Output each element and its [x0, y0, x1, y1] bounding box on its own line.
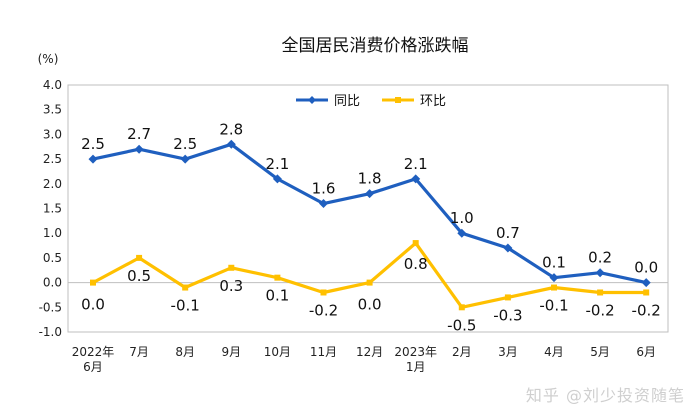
y-tick-label: 2.5 [43, 152, 62, 166]
x-tick-label: 5月 [590, 345, 610, 359]
data-label: 1.0 [450, 209, 474, 227]
legend-label: 环比 [420, 94, 446, 109]
data-label: 0.5 [127, 267, 151, 285]
legend-marker [395, 97, 401, 103]
data-label: -0.2 [632, 301, 661, 319]
data-point [319, 199, 328, 209]
y-tick-label: 0.5 [43, 251, 62, 265]
legend-marker [308, 96, 316, 104]
y-tick-label: 1.0 [43, 226, 62, 240]
data-point [366, 279, 373, 286]
data-label: 2.1 [265, 155, 289, 173]
data-point [90, 279, 96, 286]
data-point [597, 289, 604, 296]
x-tick-label: 9月 [221, 345, 241, 359]
data-point [180, 154, 190, 164]
data-point [549, 273, 559, 283]
y-tick-label: 4.0 [43, 78, 62, 92]
data-point [595, 268, 605, 278]
data-point [320, 289, 327, 296]
data-point [504, 294, 511, 301]
data-label: -0.1 [539, 297, 568, 315]
data-label: 1.8 [358, 170, 382, 188]
x-tick-label: 2月 [452, 345, 472, 359]
data-label: 1.6 [312, 180, 336, 198]
data-label: -0.3 [493, 306, 522, 324]
x-tick-label: 1月 [406, 360, 426, 374]
x-tick-label: 4月 [544, 345, 564, 359]
x-tick-label: 12月 [356, 345, 383, 359]
x-tick-label: 11月 [310, 345, 337, 359]
data-point [226, 139, 236, 149]
data-point [182, 284, 189, 291]
data-label: 2.5 [173, 135, 197, 153]
data-label: -0.2 [309, 301, 338, 319]
data-label: -0.1 [171, 297, 200, 315]
data-point [412, 240, 419, 247]
watermark: 知乎 @刘少投资随笔 [525, 386, 685, 405]
data-label: 2.5 [81, 135, 105, 153]
y-tick-label: 0.0 [43, 276, 62, 290]
y-axis-unit: (%) [38, 52, 59, 66]
chart-title: 全国居民消费价格涨跌幅 [282, 36, 469, 56]
x-tick-label: 6月 [83, 360, 103, 374]
data-point [365, 189, 375, 199]
data-point [458, 304, 465, 311]
data-label: 2.1 [404, 155, 428, 173]
y-tick-label: 3.5 [43, 103, 62, 117]
x-tick-label: 7月 [129, 345, 149, 359]
data-point [411, 174, 421, 184]
y-tick-label: -1.0 [39, 325, 62, 339]
data-label: 0.0 [81, 296, 105, 314]
data-point [551, 284, 557, 291]
y-tick-label: 2.0 [43, 177, 62, 191]
data-label: -0.2 [585, 301, 614, 319]
y-tick-label: 3.0 [43, 127, 62, 141]
data-point [136, 254, 143, 261]
data-point [272, 174, 282, 184]
data-point [643, 289, 650, 296]
data-point [274, 274, 281, 281]
data-label: 0.1 [265, 287, 289, 305]
data-label: 0.0 [634, 259, 658, 277]
data-point [228, 264, 235, 271]
x-tick-label: 2023年 [394, 345, 437, 359]
x-tick-label: 10月 [264, 345, 291, 359]
x-tick-label: 2022年 [72, 345, 115, 359]
x-tick-label: 6月 [636, 345, 656, 359]
data-point [88, 154, 98, 164]
data-label: 0.0 [358, 296, 382, 314]
data-label: -0.5 [447, 316, 476, 334]
data-label: 0.3 [219, 277, 243, 295]
data-point [134, 144, 144, 154]
plot-area-frame [67, 84, 669, 333]
data-label: 2.7 [127, 125, 151, 143]
data-label: 0.8 [404, 255, 428, 273]
data-label: 0.1 [542, 254, 566, 272]
x-tick-label: 8月 [175, 345, 195, 359]
data-label: 0.2 [588, 249, 612, 267]
legend-label: 同比 [334, 94, 360, 109]
x-tick-label: 3月 [498, 345, 518, 359]
y-tick-label: -0.5 [39, 300, 62, 314]
data-point [457, 228, 467, 238]
data-point [641, 278, 651, 288]
data-point [503, 243, 513, 253]
data-label: 2.8 [219, 120, 243, 138]
y-tick-label: 1.5 [43, 202, 62, 216]
data-label: 0.7 [496, 224, 520, 242]
